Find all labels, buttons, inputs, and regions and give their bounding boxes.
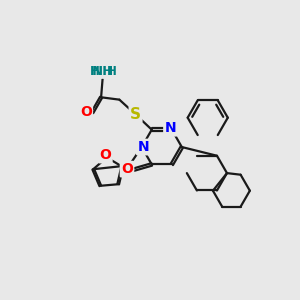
Text: N: N [137,140,149,154]
Text: H: H [107,65,117,78]
Text: N: N [164,121,176,135]
Text: O: O [80,105,92,119]
Text: S: S [130,107,141,122]
Text: O: O [99,148,111,162]
Text: H: H [89,65,99,78]
Text: NH: NH [92,65,114,78]
Text: O: O [121,162,133,176]
